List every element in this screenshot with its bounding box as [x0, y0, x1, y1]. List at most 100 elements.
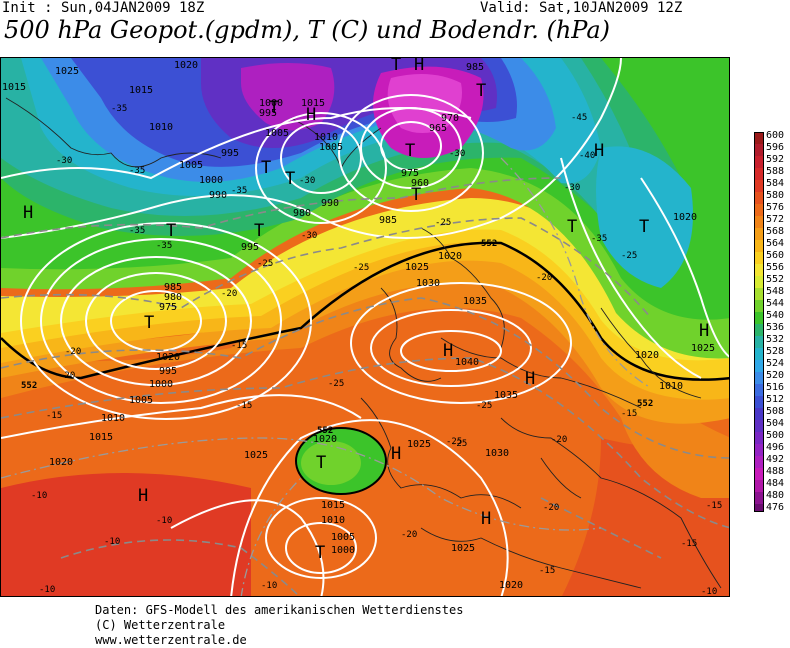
footer-credits: Daten: GFS-Modell des amerikanischen Wet… [95, 603, 463, 648]
temperature-label: -35 [129, 226, 145, 236]
legend-swatch [754, 444, 764, 456]
footer-website: www.wetterzentrale.de [95, 633, 247, 647]
legend-label: 584 [766, 178, 785, 189]
field-528-east [596, 146, 693, 288]
high-center: H [23, 203, 33, 223]
temperature-label: -35 [156, 241, 172, 251]
temperature-label: -45 [571, 113, 587, 123]
legend-swatch [754, 228, 764, 240]
pressure-label: 960 [411, 178, 429, 189]
temperature-label: -40 [579, 151, 595, 161]
pressure-label: 985 [164, 282, 182, 293]
legend-swatch [754, 180, 764, 192]
pressure-label: 1025 [55, 66, 79, 77]
legend-label: 512 [766, 394, 785, 405]
pressure-label: 1000 [331, 545, 355, 556]
pressure-label: 1035 [463, 296, 487, 307]
pressure-label: 1000 [199, 175, 223, 186]
legend-label: 556 [766, 262, 785, 273]
pressure-label: 1005 [331, 532, 355, 543]
height-label: 552 [481, 239, 497, 249]
temperature-label: -20 [59, 371, 75, 381]
high-center: H [414, 58, 424, 75]
legend-label: 492 [766, 454, 785, 465]
pressure-label: 975 [401, 168, 419, 179]
temperature-label: -30 [299, 176, 315, 186]
low-center: T [316, 453, 326, 473]
pressure-label: 990 [321, 198, 339, 209]
legend-swatch [754, 480, 764, 492]
pressure-label: 1025 [451, 543, 475, 554]
legend-swatch [754, 156, 764, 168]
legend-swatch [754, 396, 764, 408]
pressure-label: 1010 [314, 132, 338, 143]
temperature-label: -25 [257, 259, 273, 269]
legend-label: 560 [766, 250, 785, 261]
legend-swatch [754, 360, 764, 372]
temperature-label: -10 [156, 516, 172, 526]
init-time: Init : Sun,04JAN2009 18Z [2, 0, 205, 16]
pressure-label: 1015 [301, 98, 325, 109]
cutoff-low-core [301, 441, 361, 485]
isotherms [1, 157, 652, 596]
pressure-label: 1025 [691, 343, 715, 354]
temperature-label: -30 [301, 231, 317, 241]
pressure-label: 1020 [499, 580, 523, 591]
legend-swatch [754, 144, 764, 156]
high-center: H [594, 141, 604, 161]
footer-copyright: (C) Wetterzentrale [95, 618, 226, 632]
legend-label: 528 [766, 346, 785, 357]
temperature-label: -25 [353, 263, 369, 273]
pressure-label: 1005 [265, 128, 289, 139]
low-center: T [405, 141, 415, 161]
high-center: H [699, 321, 709, 341]
temperature-label: -20 [536, 273, 552, 283]
temperature-label: -35 [129, 166, 145, 176]
pressure-label: 1005 [179, 160, 203, 171]
legend-swatch [754, 312, 764, 324]
legend-label: 480 [766, 490, 785, 501]
weather-map-svg: 1025 1020 1015 1010 1005 1000 995 990 98… [1, 58, 729, 597]
low-center-iberia: T [315, 543, 325, 563]
pressure-label: 1020 [174, 60, 198, 71]
legend-swatch [754, 492, 764, 504]
pressure-label: 1025 [244, 450, 268, 461]
pressure-label: 1035 [494, 390, 518, 401]
pressure-label: 1025 [407, 439, 431, 450]
pressure-labels: 1025 1020 1015 1010 1005 1000 995 990 98… [2, 60, 715, 591]
temperature-label: -30 [564, 183, 580, 193]
pressure-label: 1020 [156, 352, 180, 363]
height-label: 552 [21, 381, 37, 391]
pressure-label: 985 [379, 215, 397, 226]
temperature-label: -25 [451, 439, 467, 449]
height-label: 552 [637, 399, 653, 409]
pressure-label: 1005 [319, 142, 343, 153]
legend-swatch [754, 204, 764, 216]
temperature-label: -10 [261, 581, 277, 591]
temperature-labels: -35 -30 -35 -35 -30 -25 -35 -30 -35 -25 … [31, 104, 722, 597]
color-scale-legend: 600 596 592 588 584 580 576 572 568 564 560 556 552 5… [750, 131, 790, 516]
temperature-label: -15 [236, 401, 252, 411]
legend-label: 488 [766, 466, 785, 477]
legend-swatch [754, 288, 764, 300]
pressure-label: 1015 [89, 432, 113, 443]
low-center: T [411, 185, 421, 205]
legend-swatch [754, 276, 764, 288]
pressure-label: 1030 [485, 448, 509, 459]
pressure-label: 1010 [149, 122, 173, 133]
legend-label: 592 [766, 154, 785, 165]
legend-swatch [754, 372, 764, 384]
pressure-label: 1020 [49, 457, 73, 468]
low-center: T [144, 313, 154, 333]
temperature-label: -25 [435, 218, 451, 228]
legend-swatch [754, 264, 764, 276]
legend-label: 548 [766, 286, 785, 297]
pressure-label: 1020 [438, 251, 462, 262]
temperature-label: -10 [701, 587, 717, 597]
footer-data-source: Daten: GFS-Modell des amerikanischen Wet… [95, 603, 464, 617]
low-center: T [639, 217, 649, 237]
legend-label: 580 [766, 190, 785, 201]
temperature-label: -20 [65, 347, 81, 357]
legend-swatch [754, 432, 764, 444]
high-center: H [391, 444, 401, 464]
